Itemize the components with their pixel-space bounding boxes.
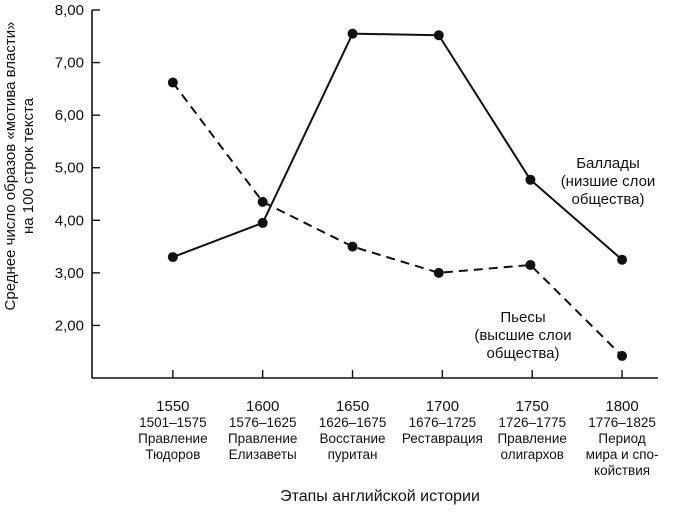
series-annotation-line: (низшие слои xyxy=(561,173,656,190)
period-label-line: койствия xyxy=(594,463,650,478)
period-label-line: 1501–1575 xyxy=(139,415,207,430)
data-point xyxy=(617,350,628,361)
data-point xyxy=(167,77,178,88)
series-group xyxy=(167,28,628,361)
series-annotations: Баллады(низшие слоиобщества)Пьесы(высшие… xyxy=(474,155,655,362)
y-tick-label: 6,00 xyxy=(55,107,84,124)
period-label-line: Восстание xyxy=(320,431,386,446)
y-tick-label: 7,00 xyxy=(55,55,84,72)
period-label-line: 1726–1775 xyxy=(498,415,566,430)
data-point xyxy=(257,196,268,207)
y-tick-label: 3,00 xyxy=(55,265,84,282)
y-tick-label: 4,00 xyxy=(55,212,84,229)
x-tick-label: 1650 xyxy=(336,398,369,415)
period-label-line: олигархов xyxy=(501,447,564,462)
period-label-line: Правление xyxy=(138,431,207,446)
data-point xyxy=(347,241,358,252)
x-tick-label: 1700 xyxy=(426,398,459,415)
data-point xyxy=(617,254,628,265)
x-tick-label: 1550 xyxy=(156,398,189,415)
period-labels: 1501–1575ПравлениеТюдоров1576–1625Правле… xyxy=(138,415,658,478)
x-axis-title: Этапы английской истории xyxy=(280,488,480,505)
y-tick-label: 5,00 xyxy=(55,160,84,177)
series-annotation-line: общества) xyxy=(572,191,645,208)
period-label-line: Правление xyxy=(497,431,566,446)
data-point xyxy=(433,30,444,41)
y-ticks: 2,00 3,00 4,00 5,00 6,00 7,00 8,00 xyxy=(55,2,100,334)
data-point xyxy=(525,259,536,270)
series-annotation-line: Пьесы xyxy=(500,309,545,326)
x-tick-label: 1600 xyxy=(246,398,279,415)
series-annotation-line: (высшие слои xyxy=(474,327,571,344)
data-point xyxy=(167,252,178,263)
axes xyxy=(91,10,658,379)
series-annotation-line: общества) xyxy=(487,345,560,362)
period-label-line: 1576–1625 xyxy=(229,415,297,430)
data-point xyxy=(347,28,358,39)
x-ticks: 1550 1600 1650 1700 1750 1800 xyxy=(156,370,639,415)
x-tick-label: 1750 xyxy=(516,398,549,415)
y-tick-label: 2,00 xyxy=(55,317,84,334)
period-label-line: Елизаветы xyxy=(229,447,297,462)
x-tick-label: 1800 xyxy=(605,398,638,415)
period-label-line: Тюдоров xyxy=(145,447,200,462)
series-line-ballads xyxy=(172,32,623,261)
y-tick-label: 8,00 xyxy=(55,2,84,19)
period-label-line: Период xyxy=(598,431,645,446)
period-label-line: Реставрация xyxy=(402,431,483,446)
y-axis-title-line-2: на 100 строк текста xyxy=(20,97,37,234)
period-label-line: 1626–1675 xyxy=(319,415,387,430)
series-line-plays xyxy=(172,81,623,357)
data-point xyxy=(257,217,268,228)
period-label-line: 1676–1725 xyxy=(409,415,477,430)
data-point xyxy=(433,267,444,278)
period-label-line: 1776–1825 xyxy=(588,415,656,430)
data-point xyxy=(525,174,536,185)
period-label-line: пуритан xyxy=(328,447,378,462)
period-label-line: Правление xyxy=(228,431,297,446)
series-annotation-line: Баллады xyxy=(576,155,640,172)
period-label-line: мира и спо- xyxy=(586,447,659,462)
y-axis-title-line-1: Среднее число образов «мотива власти» xyxy=(2,22,19,311)
